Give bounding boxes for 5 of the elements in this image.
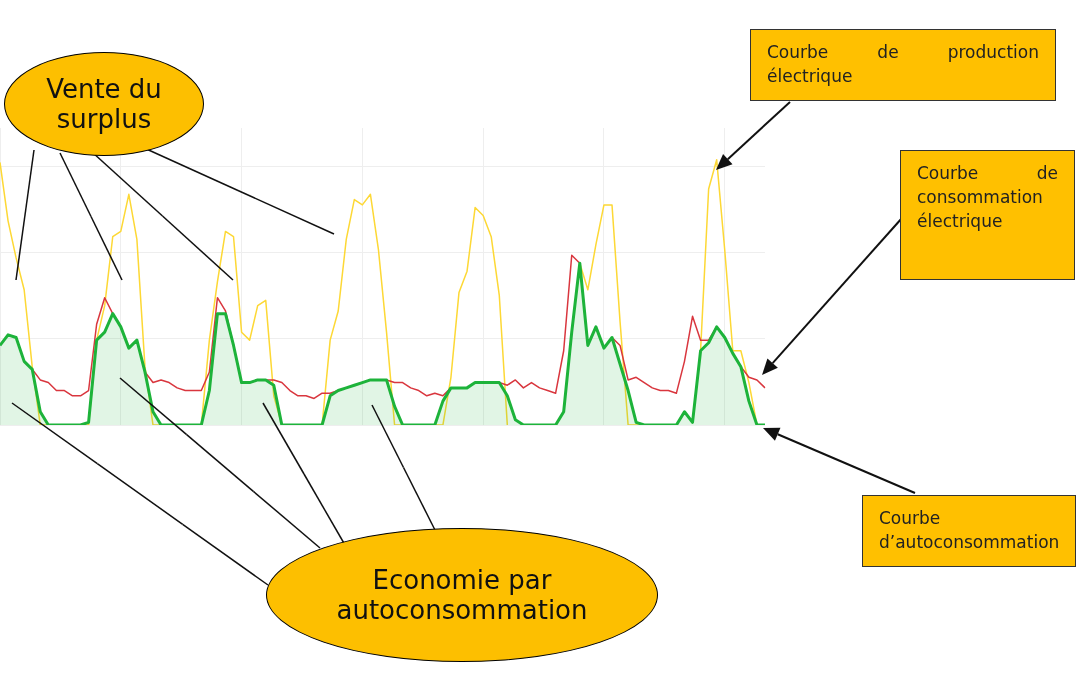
text: Courbe de production électrique xyxy=(767,42,1039,86)
text: Courbe d’autoconsommation xyxy=(879,508,1060,552)
text: Vente du surplus xyxy=(45,74,163,134)
text: Courbe de consommation électrique xyxy=(917,163,1058,231)
text: Economie par autoconsommation xyxy=(335,565,589,625)
